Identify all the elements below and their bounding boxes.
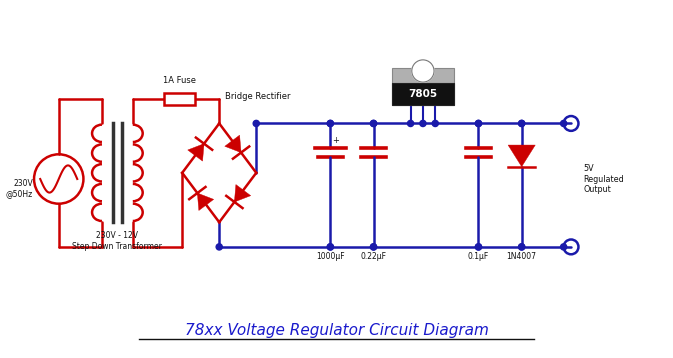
Polygon shape [225, 135, 241, 153]
Circle shape [370, 120, 377, 126]
FancyBboxPatch shape [164, 93, 194, 105]
Circle shape [216, 244, 222, 250]
Text: 230V - 12V
Step Down Transformer: 230V - 12V Step Down Transformer [73, 232, 162, 251]
Circle shape [412, 60, 434, 82]
Circle shape [327, 244, 333, 250]
Circle shape [327, 244, 333, 250]
FancyBboxPatch shape [392, 83, 454, 105]
Text: 1N4007: 1N4007 [507, 252, 536, 261]
Circle shape [519, 244, 525, 250]
Circle shape [561, 244, 567, 250]
Text: 78xx Voltage Regulator Circuit Diagram: 78xx Voltage Regulator Circuit Diagram [184, 323, 489, 338]
Text: 1A Fuse: 1A Fuse [163, 76, 196, 85]
Circle shape [370, 120, 377, 126]
Circle shape [253, 120, 259, 126]
Text: 0.22μF: 0.22μF [361, 252, 386, 261]
Circle shape [475, 244, 482, 250]
Polygon shape [188, 144, 204, 161]
Text: 230V
@50Hz: 230V @50Hz [5, 179, 33, 198]
Polygon shape [197, 193, 213, 211]
Text: 7805: 7805 [409, 89, 437, 99]
Circle shape [407, 120, 414, 126]
Circle shape [420, 120, 426, 126]
Circle shape [561, 120, 567, 126]
Circle shape [432, 120, 438, 126]
Circle shape [519, 120, 525, 126]
Circle shape [370, 244, 377, 250]
Text: 0.1μF: 0.1μF [468, 252, 489, 261]
Text: 1000μF: 1000μF [316, 252, 345, 261]
Text: Bridge Rectifier: Bridge Rectifier [225, 92, 291, 101]
Polygon shape [234, 185, 251, 202]
Circle shape [370, 244, 377, 250]
Polygon shape [508, 145, 535, 167]
Text: +: + [332, 136, 339, 145]
Circle shape [327, 120, 333, 126]
Text: 5V
Regulated
Output: 5V Regulated Output [583, 164, 624, 194]
Circle shape [475, 120, 482, 126]
Circle shape [475, 244, 482, 250]
Circle shape [519, 120, 525, 126]
FancyBboxPatch shape [392, 68, 454, 105]
Circle shape [475, 120, 482, 126]
Circle shape [519, 244, 525, 250]
Circle shape [327, 120, 333, 126]
